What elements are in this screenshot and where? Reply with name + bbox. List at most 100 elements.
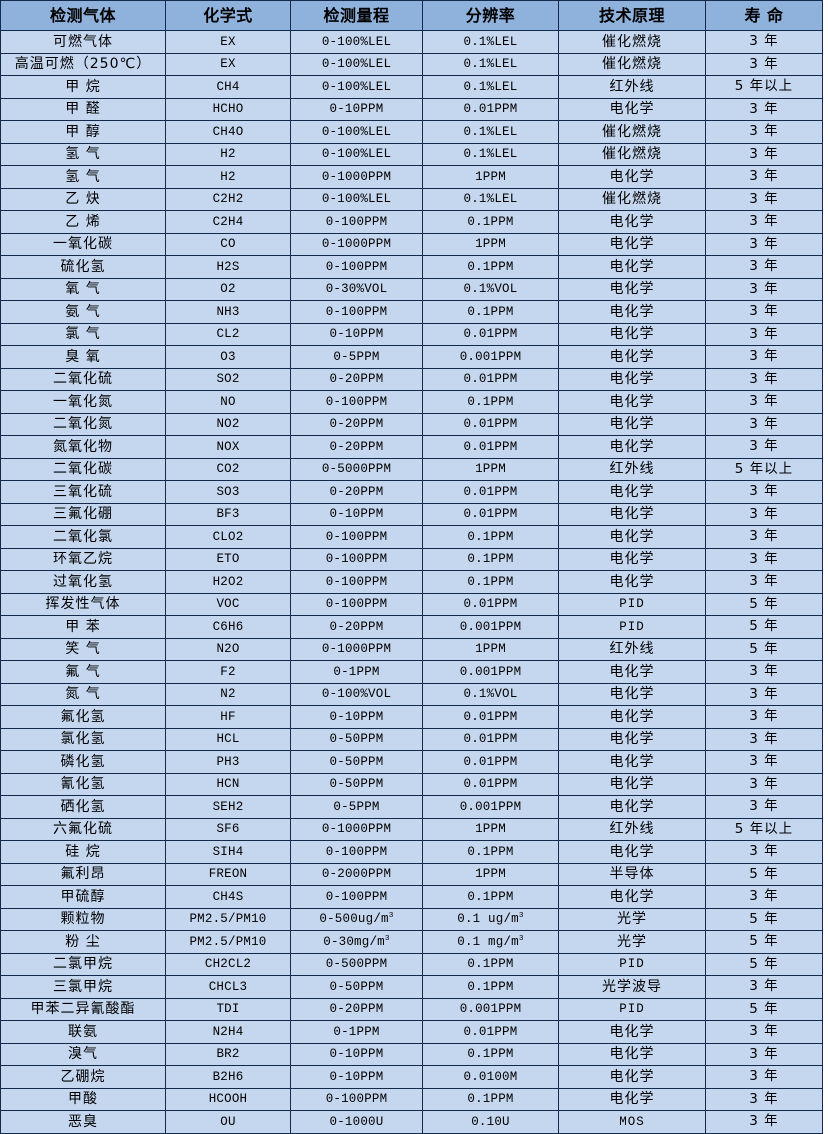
cell-life: 3 年 [705, 30, 823, 54]
cell-range: 0-100PPM [290, 570, 423, 594]
table-row: 硅 烷 SIH4 0-100PPM 0.1PPM 电化学 3 年 [0, 840, 823, 864]
cell-range: 0-100PPM [290, 390, 423, 414]
cell-life: 3 年 [705, 772, 823, 796]
column-header-gas: 检测气体 [0, 0, 166, 31]
table-row: 可燃气体 EX 0-100%LEL 0.1%LEL 催化燃烧 3 年 [0, 30, 823, 54]
cell-formula: H2O2 [165, 570, 291, 594]
table-row: 过氧化氢 H2O2 0-100PPM 0.1PPM 电化学 3 年 [0, 570, 823, 594]
cell-resolution: 0.1%VOL [422, 682, 559, 706]
cell-principle: 电化学 [558, 750, 706, 774]
cell-principle: PID [558, 592, 706, 616]
cell-gas: 硒化氢 [0, 795, 166, 819]
cell-range: 0-10PPM [290, 502, 423, 526]
cell-gas: 一氧化氮 [0, 390, 166, 414]
cell-principle: 电化学 [558, 570, 706, 594]
cell-resolution: 0.001PPM [422, 345, 559, 369]
cell-gas: 硅 烷 [0, 840, 166, 864]
cell-life: 3 年 [705, 345, 823, 369]
cell-gas: 二氧化氮 [0, 412, 166, 436]
cell-formula: CH4O [165, 120, 291, 144]
cell-principle: 电化学 [558, 795, 706, 819]
cell-formula: N2H4 [165, 1020, 291, 1044]
cell-resolution: 1PPM [422, 817, 559, 841]
cell-gas: 二氧化碳 [0, 457, 166, 481]
cell-gas: 氟化氢 [0, 705, 166, 729]
cell-formula: H2S [165, 255, 291, 279]
cell-formula: O3 [165, 345, 291, 369]
table-row: 甲 苯 C6H6 0-20PPM 0.001PPM PID 5 年 [0, 615, 823, 639]
cell-formula: N2O [165, 637, 291, 661]
cell-range: 0-5PPM [290, 795, 423, 819]
cell-gas: 氟 气 [0, 660, 166, 684]
cell-resolution: 0.1PPM [422, 975, 559, 999]
cell-range: 0-500ug/m3 [290, 907, 423, 931]
cell-resolution: 0.1PPM [422, 525, 559, 549]
table-row: 笑 气 N2O 0-1000PPM 1PPM 红外线 5 年 [0, 637, 823, 661]
column-header-life: 寿 命 [705, 0, 823, 31]
cell-principle: 电化学 [558, 165, 706, 189]
cell-formula: CH2CL2 [165, 952, 291, 976]
cell-resolution: 0.1PPM [422, 1042, 559, 1066]
cell-life: 3 年 [705, 885, 823, 909]
cell-formula: SO2 [165, 367, 291, 391]
cell-formula: HF [165, 705, 291, 729]
cell-range: 0-1000U [290, 1110, 423, 1134]
cell-range: 0-100%LEL [290, 187, 423, 211]
table-row: 二氧化碳 CO2 0-5000PPM 1PPM 红外线 5 年以上 [0, 457, 823, 481]
cell-resolution: 0.01PPM [422, 435, 559, 459]
cell-principle: 电化学 [558, 367, 706, 391]
table-row: 粉 尘 PM2.5/PM10 0-30mg/m3 0.1 mg/m3 光学 5 年 [0, 930, 823, 954]
cell-life: 5 年以上 [705, 817, 823, 841]
cell-range: 0-100%LEL [290, 75, 423, 99]
table-row: 二氧化氮 NO2 0-20PPM 0.01PPM 电化学 3 年 [0, 412, 823, 436]
cell-range: 0-5PPM [290, 345, 423, 369]
cell-gas: 可燃气体 [0, 30, 166, 54]
cell-formula: H2 [165, 165, 291, 189]
table-row: 环氧乙烷 ETO 0-100PPM 0.1PPM 电化学 3 年 [0, 547, 823, 571]
cell-principle: PID [558, 952, 706, 976]
cell-gas: 甲 醛 [0, 97, 166, 121]
cell-principle: 电化学 [558, 705, 706, 729]
table-row: 氰化氢 HCN 0-50PPM 0.01PPM 电化学 3 年 [0, 772, 823, 796]
table-row: 氟 气 F2 0-1PPM 0.001PPM 电化学 3 年 [0, 660, 823, 684]
cell-range: 0-100PPM [290, 210, 423, 234]
cell-resolution: 0.01PPM [422, 367, 559, 391]
cell-resolution: 0.1PPM [422, 952, 559, 976]
cell-gas: 氢 气 [0, 142, 166, 166]
cell-resolution: 0.01PPM [422, 480, 559, 504]
cell-life: 3 年 [705, 52, 823, 76]
cell-range: 0-20PPM [290, 997, 423, 1021]
cell-gas: 氮 气 [0, 682, 166, 706]
cell-life: 5 年 [705, 615, 823, 639]
cell-resolution: 0.1%VOL [422, 277, 559, 301]
cell-gas: 甲 醇 [0, 120, 166, 144]
table-row: 氢 气 H2 0-1000PPM 1PPM 电化学 3 年 [0, 165, 823, 189]
cell-resolution: 0.001PPM [422, 795, 559, 819]
cell-range: 0-1PPM [290, 660, 423, 684]
column-header-range: 检测量程 [290, 0, 423, 31]
table-row: 二氧化硫 SO2 0-20PPM 0.01PPM 电化学 3 年 [0, 367, 823, 391]
table-row: 氟化氢 HF 0-10PPM 0.01PPM 电化学 3 年 [0, 705, 823, 729]
cell-life: 3 年 [705, 1087, 823, 1111]
cell-principle: 电化学 [558, 390, 706, 414]
cell-life: 3 年 [705, 322, 823, 346]
table-row: 磷化氢 PH3 0-50PPM 0.01PPM 电化学 3 年 [0, 750, 823, 774]
cell-gas: 三氟化硼 [0, 502, 166, 526]
table-row: 三氯甲烷 CHCL3 0-50PPM 0.1PPM 光学波导 3 年 [0, 975, 823, 999]
cell-principle: MOS [558, 1110, 706, 1134]
cell-principle: 电化学 [558, 885, 706, 909]
cell-gas: 氟利昂 [0, 862, 166, 886]
cell-life: 3 年 [705, 840, 823, 864]
table-row: 甲硫醇 CH4S 0-100PPM 0.1PPM 电化学 3 年 [0, 885, 823, 909]
cell-life: 3 年 [705, 187, 823, 211]
cell-gas: 甲 烷 [0, 75, 166, 99]
cell-principle: 红外线 [558, 637, 706, 661]
cell-principle: 半导体 [558, 862, 706, 886]
cell-life: 3 年 [705, 255, 823, 279]
cell-gas: 二氧化氯 [0, 525, 166, 549]
cell-life: 3 年 [705, 502, 823, 526]
cell-range: 0-50PPM [290, 975, 423, 999]
cell-gas: 一氧化碳 [0, 232, 166, 256]
cell-range: 0-100PPM [290, 300, 423, 324]
cell-range: 0-20PPM [290, 435, 423, 459]
